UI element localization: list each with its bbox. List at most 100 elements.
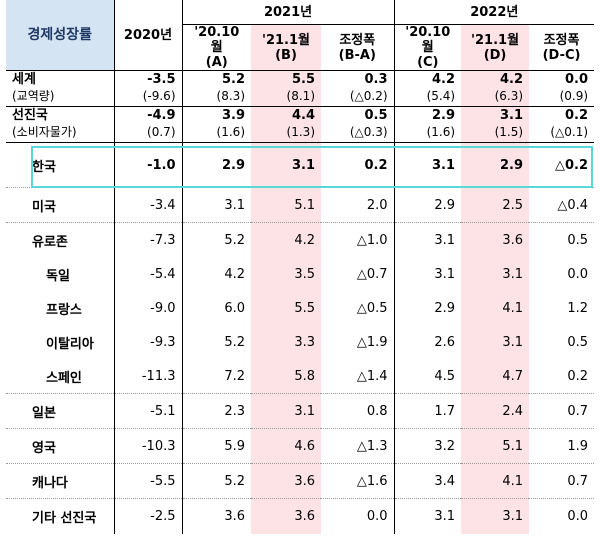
header-col-ba: 조정폭 (B-A) [321, 24, 395, 71]
cell: 3.1 [432, 157, 456, 173]
table-row-spain: 스페인 -11.3 7.2 5.8 △1.4 4.5 4.7 0.2 [6, 359, 594, 394]
cell: 3.1 [394, 498, 462, 534]
cell: 0.0 [321, 498, 395, 534]
header-col-d: '21.1월 (D) [461, 24, 530, 71]
header-col-c: '20.10월 (C) [394, 24, 462, 71]
cell: 1.9 [529, 428, 595, 464]
cell: 4.2 [251, 222, 321, 257]
cell: 2.9 [434, 300, 456, 316]
table-row-other-advanced: 기타 선진국 -2.5 3.6 3.6 0.0 3.1 3.1 0.0 [6, 498, 595, 534]
cell: -9.0 [114, 291, 183, 325]
cell: -5.1 [114, 393, 183, 429]
row-name: 스페인 [6, 359, 115, 394]
cell: -11.3 [114, 359, 183, 394]
cell: 3.9 (1.6) [182, 106, 251, 143]
cell: 0.0 [529, 498, 595, 534]
cell: -7.3 [114, 222, 183, 257]
header-2022: 2022년 [394, 0, 595, 25]
table-row-japan: 일본 -5.1 2.3 3.1 0.8 1.7 2.4 0.7 [6, 393, 595, 429]
cell: 0.5 [529, 222, 595, 257]
cell: △0.4 [529, 187, 595, 223]
cell: 2.5 [461, 187, 530, 223]
cell: △1.4 [321, 359, 395, 394]
row-name: 프랑스 [6, 291, 115, 325]
cell: △0.5 [321, 291, 395, 325]
cell: 3.4 [394, 463, 462, 499]
cell: 4.1 [461, 291, 530, 325]
header-2020: 2020년 [114, 0, 183, 71]
cell: 0.2 (△0.1) [529, 106, 595, 143]
cell: 0.2 [321, 142, 395, 188]
cell: 2.4 [461, 393, 530, 429]
cell: 3.1 [182, 187, 251, 223]
table-row-korea: 한국 -1.0 2.9 3.1 0.2 3.1 2.9 △0.2 [6, 142, 594, 188]
cell: -3.5 (-9.6) [114, 70, 183, 107]
cell: 0.7 [529, 393, 595, 429]
row-name: 캐나다 [6, 463, 115, 499]
header-2021: 2021년 [182, 0, 395, 25]
cell: 2.0 [321, 187, 395, 223]
cell: 0.0 [567, 266, 589, 282]
header-col-a: '20.10월 (A) [182, 24, 251, 71]
cell: 4.4 (1.3) [251, 106, 321, 143]
header-col-b: '21.1월 (B) [251, 24, 321, 71]
cell: -9.3 [114, 325, 183, 359]
cell: 0.7 [529, 463, 595, 499]
table-row-france: 프랑스 -9.0 6.0 5.5 △0.5 2.9 4.1 1.2 [6, 291, 594, 325]
cell: 4.2 (6.3) [461, 70, 530, 107]
cell: 5.2 [224, 334, 245, 350]
cell: -4.9 (0.7) [114, 106, 183, 143]
cell: 6.0 [224, 300, 245, 316]
cell: 3.1 [251, 142, 321, 188]
cell: 3.1 [461, 325, 530, 359]
cell: 5.9 [182, 428, 251, 464]
cell: 1.2 [567, 300, 589, 316]
row-name: 유로존 [6, 222, 115, 257]
cell: 3.6 [251, 498, 321, 534]
table-row-germany: 독일 -5.4 4.2 3.5 △0.7 3.1 3.1 0.0 [6, 257, 594, 291]
cell: 7.2 [224, 368, 245, 384]
cell: 4.5 [434, 368, 456, 384]
cell: 2.9 [394, 187, 462, 223]
cell: 5.2 [182, 222, 251, 257]
cell: △1.3 [321, 428, 395, 464]
table-row-uk: 영국 -10.3 5.9 4.6 △1.3 3.2 5.1 1.9 [6, 428, 595, 464]
table-row-italy: 이탈리아 -9.3 5.2 3.3 △1.9 2.6 3.1 0.5 [6, 325, 594, 359]
cell: 2.9 (1.6) [394, 106, 462, 143]
cell: 5.2 [182, 463, 251, 499]
cell: -5.5 [114, 463, 183, 499]
row-name: 영국 [6, 428, 115, 464]
cell: 3.1 [434, 266, 456, 282]
cell: 2.9 [461, 142, 530, 188]
cell: 0.8 [321, 393, 395, 429]
header-label: 경제성장률 [6, 0, 115, 71]
cell: 3.1 (1.5) [461, 106, 530, 143]
cell: 5.1 [251, 187, 321, 223]
cell: -3.4 [114, 187, 183, 223]
cell: 5.5 [251, 291, 321, 325]
row-name-advanced: 선진국 (소비자물가) [6, 106, 115, 143]
cell: -5.4 [114, 257, 183, 291]
cell: 4.2 (5.4) [394, 70, 462, 107]
cell: 0.3 (△0.2) [321, 70, 395, 107]
table-row-usa: 미국 -3.4 3.1 5.1 2.0 2.9 2.5 △0.4 [6, 187, 595, 223]
cell: 4.2 [224, 266, 245, 282]
cell: 3.5 [251, 257, 321, 291]
cell: 2.3 [182, 393, 251, 429]
table-row-world: 세계 (교역량) -3.5 (-9.6) 5.2 (8.3) 5.5 (8.1) 0.3… [6, 70, 595, 107]
cell: 3.6 [461, 222, 530, 257]
table-row-advanced: 선진국 (소비자물가) -4.9 (0.7) 3.9 (1.6) 4.4 (1.3) 0… [6, 106, 595, 143]
cell: 5.1 [461, 428, 530, 464]
cell: 2.9 [221, 157, 245, 173]
cell: 3.1 [461, 257, 530, 291]
cell: -1.0 [114, 142, 183, 188]
row-name: 이탈리아 [6, 325, 115, 359]
cell: △0.7 [321, 257, 395, 291]
cell: 0.2 [567, 368, 589, 384]
row-name: 독일 [6, 257, 115, 291]
row-name: 기타 선진국 [6, 498, 115, 534]
cell: 5.2 (8.3) [182, 70, 251, 107]
cell: 3.1 [394, 222, 462, 257]
cell: 0.0 (0.9) [529, 70, 595, 107]
cell: 3.2 [394, 428, 462, 464]
